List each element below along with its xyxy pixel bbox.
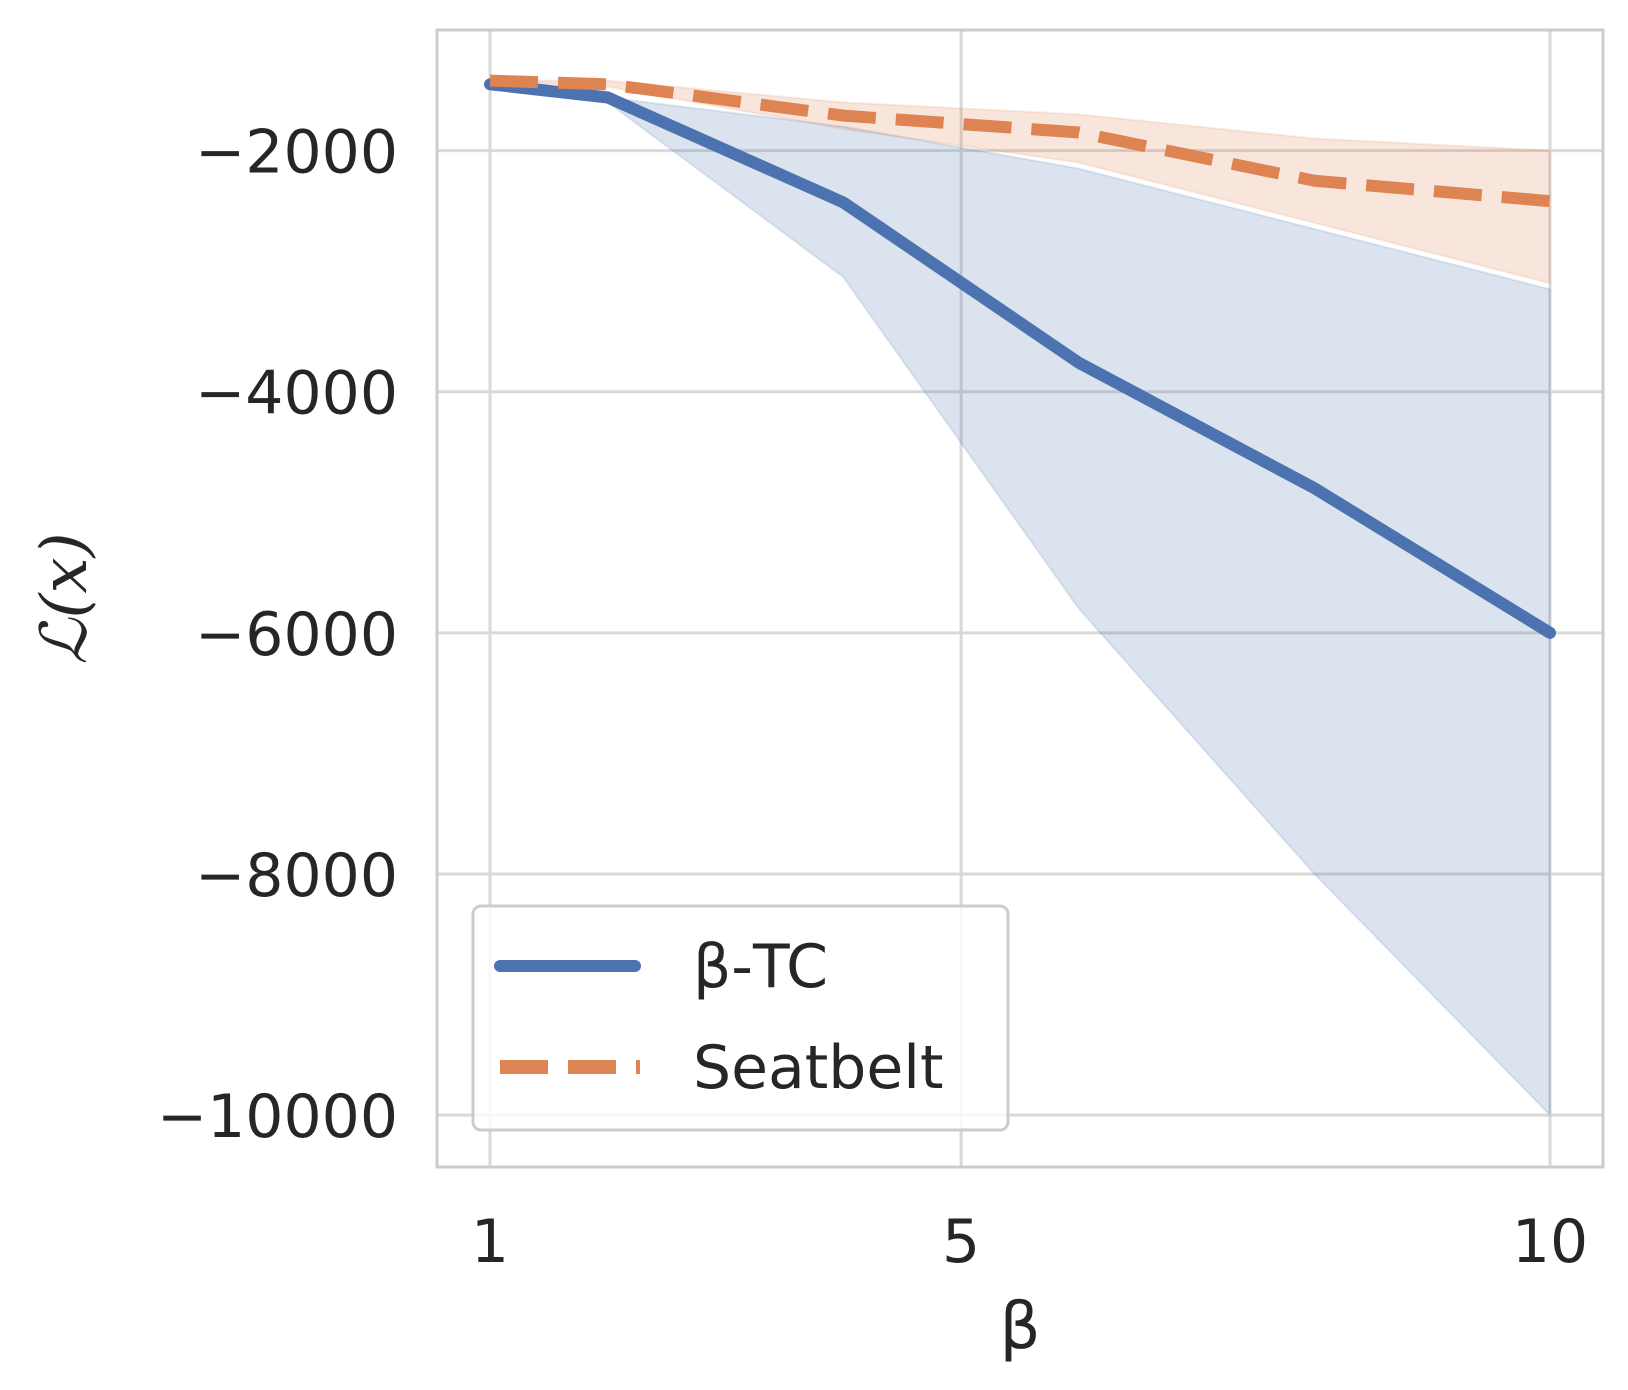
y-tick-label: −2000	[195, 118, 398, 188]
y-tick-label: −8000	[195, 841, 398, 911]
series-line-0	[484, 78, 1556, 639]
x-tick-labels: 1 5 10	[471, 1207, 1588, 1277]
grid	[437, 30, 1603, 1167]
x-axis-label: β	[1000, 1290, 1041, 1364]
y-tick-label: −10000	[157, 1082, 398, 1152]
band-0	[489, 83, 1551, 1118]
x-tick-label: 10	[1512, 1207, 1588, 1277]
y-tick-label: −6000	[195, 600, 398, 670]
plot-frame	[435, 28, 1605, 1169]
legend-label-beta-tc: β-TC	[693, 932, 828, 1002]
y-axis-label: ℒ(x)	[28, 532, 102, 664]
legend: β-TC Seatbelt	[471, 904, 1010, 1132]
series-line-1	[489, 74, 1551, 208]
legend-label-seatbelt: Seatbelt	[693, 1033, 944, 1103]
y-tick-label: −4000	[195, 359, 398, 429]
x-tick-label: 5	[942, 1207, 980, 1277]
series-lines	[484, 74, 1556, 639]
y-tick-labels: −2000 −4000 −6000 −8000 −10000	[157, 118, 398, 1153]
x-tick-label: 1	[471, 1207, 509, 1277]
